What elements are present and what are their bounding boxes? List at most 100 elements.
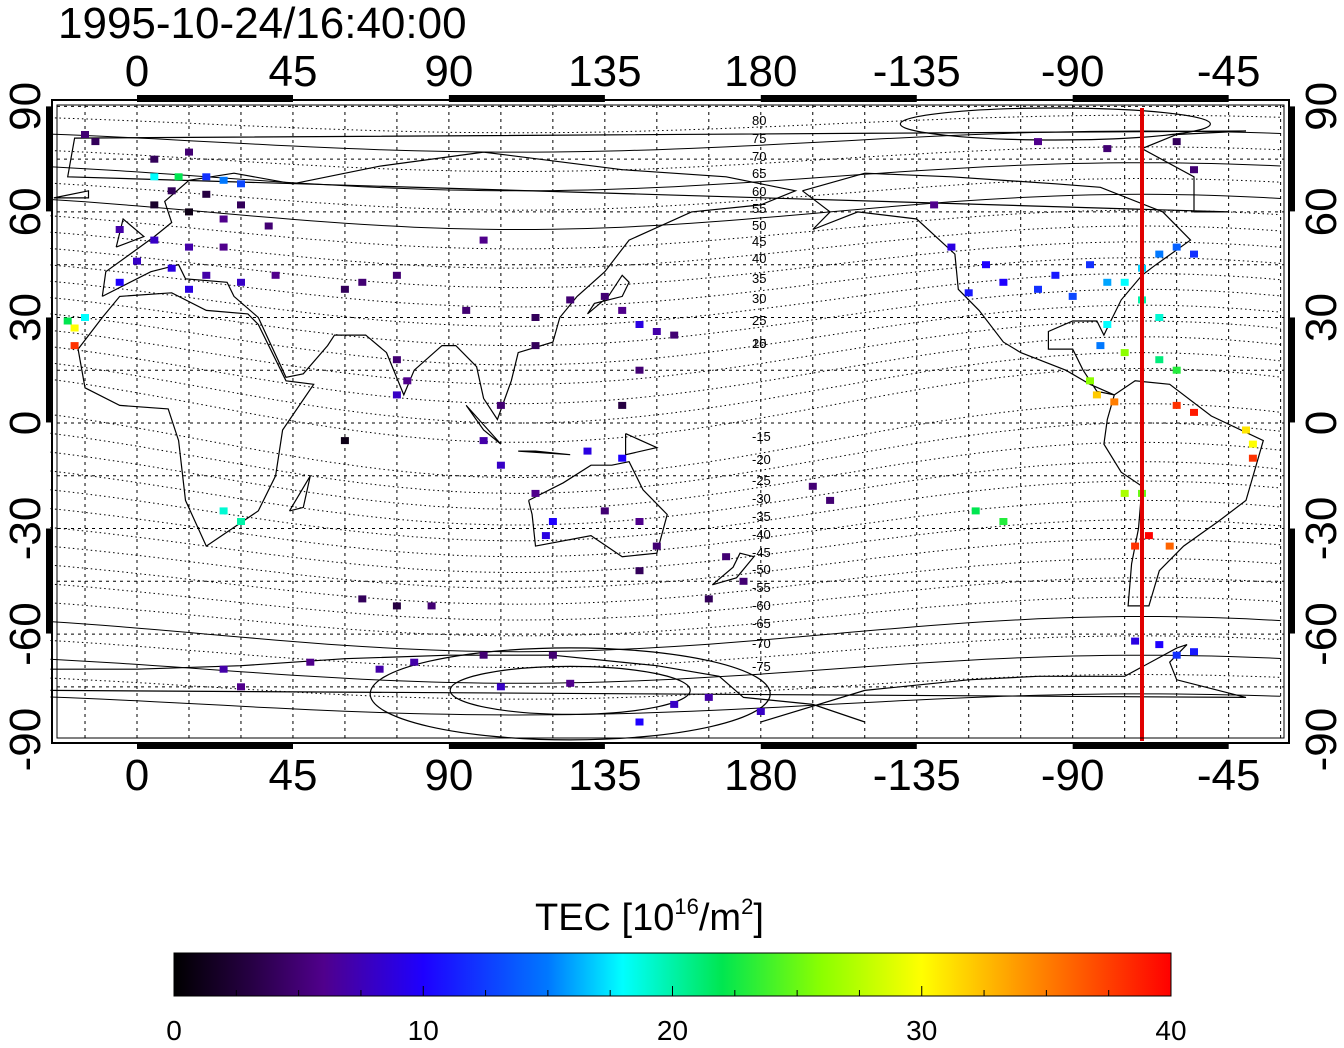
- tec-observation: [583, 447, 592, 455]
- tec-observation: [150, 173, 159, 181]
- tec-observation: [1092, 391, 1101, 399]
- tec-observation: [635, 321, 644, 328]
- magnetic-contour: [50, 320, 1281, 385]
- magnetic-contour: [50, 162, 1281, 192]
- tec-observation: [479, 236, 488, 244]
- colorbar-tick-label: 40: [1155, 1015, 1186, 1046]
- frame-tick-bar: [46, 317, 53, 423]
- contour-label: -50: [752, 562, 771, 577]
- tec-observation: [531, 489, 540, 497]
- tec-observation: [1172, 401, 1181, 409]
- tec-observation: [1131, 637, 1140, 645]
- frame-tick-bar: [448, 95, 605, 102]
- tec-observation: [340, 285, 349, 293]
- tec-observation: [115, 278, 124, 286]
- coastline: [1103, 380, 1265, 607]
- magnetic-contour: [50, 673, 1281, 700]
- map-frame-ticks: [46, 95, 1295, 749]
- tec-observation: [722, 553, 731, 561]
- contour-label: 20: [752, 336, 766, 351]
- map-timestamp-title: 1995-10-24/16:40:00: [58, 0, 467, 48]
- contour-label: 40: [752, 251, 766, 266]
- tec-observation: [496, 683, 505, 691]
- tec-observation: [237, 278, 245, 286]
- longitude-label: 90: [424, 47, 473, 96]
- tec-observation: [739, 577, 748, 585]
- tec-observation: [999, 518, 1008, 525]
- latitude-label: -60: [1297, 602, 1344, 666]
- frame-tick-bar: [1072, 742, 1229, 749]
- coastline: [802, 172, 1192, 396]
- colorbar-tick-label: 10: [408, 1015, 439, 1046]
- latitude-label: 60: [1, 187, 50, 236]
- magnetic-contour: [50, 441, 1281, 510]
- tec-observation: [150, 155, 159, 163]
- contour-label: -60: [752, 598, 771, 613]
- tec-observation: [531, 314, 540, 321]
- magnetic-contour: [50, 538, 1281, 589]
- frame-tick-bar: [46, 106, 53, 212]
- magnetic-contour: [50, 422, 1281, 494]
- longitude-label: 135: [568, 751, 641, 800]
- tec-observation: [237, 683, 245, 691]
- longitude-label: -90: [1041, 47, 1105, 96]
- tec-observation: [652, 328, 661, 335]
- tec-observation: [91, 138, 100, 146]
- magnetic-contour: [50, 635, 1281, 669]
- contour-label: 25: [752, 313, 766, 328]
- colorbar-tick-label: 0: [166, 1015, 182, 1046]
- tec-observation: [70, 324, 79, 332]
- tec-observation: [1172, 243, 1181, 251]
- coastline: [711, 552, 755, 586]
- latitude-label: -90: [1297, 708, 1344, 772]
- magnetic-contour: [50, 654, 1281, 684]
- longitude-label: 0: [125, 47, 149, 96]
- magnetic-contour: [50, 693, 1281, 716]
- contour-label: -65: [752, 616, 771, 631]
- contour-label: -75: [752, 659, 771, 674]
- tec-observation: [392, 602, 401, 610]
- tec-observation: [1120, 349, 1129, 357]
- tec-observation: [1248, 440, 1257, 448]
- tec-observation: [306, 658, 315, 666]
- tec-observation: [219, 215, 228, 223]
- tec-observation: [202, 190, 211, 198]
- tec-observation: [237, 518, 245, 525]
- tec-observation: [219, 665, 228, 673]
- latitude-label: 30: [1, 293, 50, 342]
- tec-observation: [185, 208, 193, 216]
- magnetic-contour: [50, 209, 1281, 250]
- latitude-label: -30: [1, 497, 50, 561]
- south-pole-contour-inner: [449, 665, 691, 715]
- contour-label: -70: [752, 636, 771, 651]
- tec-observation: [1172, 366, 1181, 374]
- tec-observation: [133, 257, 141, 265]
- frame-tick-bar: [1288, 528, 1295, 634]
- contour-label: 55: [752, 201, 766, 216]
- tec-observation: [81, 314, 89, 321]
- latitude-label: 90: [1, 82, 50, 131]
- tec-observation: [1086, 261, 1094, 269]
- tec-observation: [403, 377, 412, 385]
- tec-observation: [375, 665, 384, 673]
- tec-observation: [635, 567, 644, 575]
- tec-observation: [410, 658, 419, 666]
- tec-observation: [1096, 342, 1105, 350]
- contour-label: 45: [752, 234, 766, 249]
- latitude-label: 0: [1297, 411, 1344, 435]
- tec-observation: [174, 173, 183, 181]
- tec-observation: [358, 595, 367, 603]
- tec-observation: [1051, 271, 1060, 279]
- magnetic-contour: [50, 304, 1281, 366]
- tec-observation: [704, 595, 713, 603]
- frame-tick-bar: [1288, 106, 1295, 212]
- tec-observation: [340, 437, 349, 445]
- latitude-label: 60: [1297, 187, 1344, 236]
- magnetic-contour: [50, 177, 1281, 211]
- frame-tick-bar: [137, 95, 293, 102]
- tec-observation: [479, 651, 488, 659]
- tec-observation: [548, 518, 557, 525]
- longitude-label: 0: [125, 751, 149, 800]
- tec-observation: [947, 243, 956, 251]
- tec-observation: [219, 176, 228, 184]
